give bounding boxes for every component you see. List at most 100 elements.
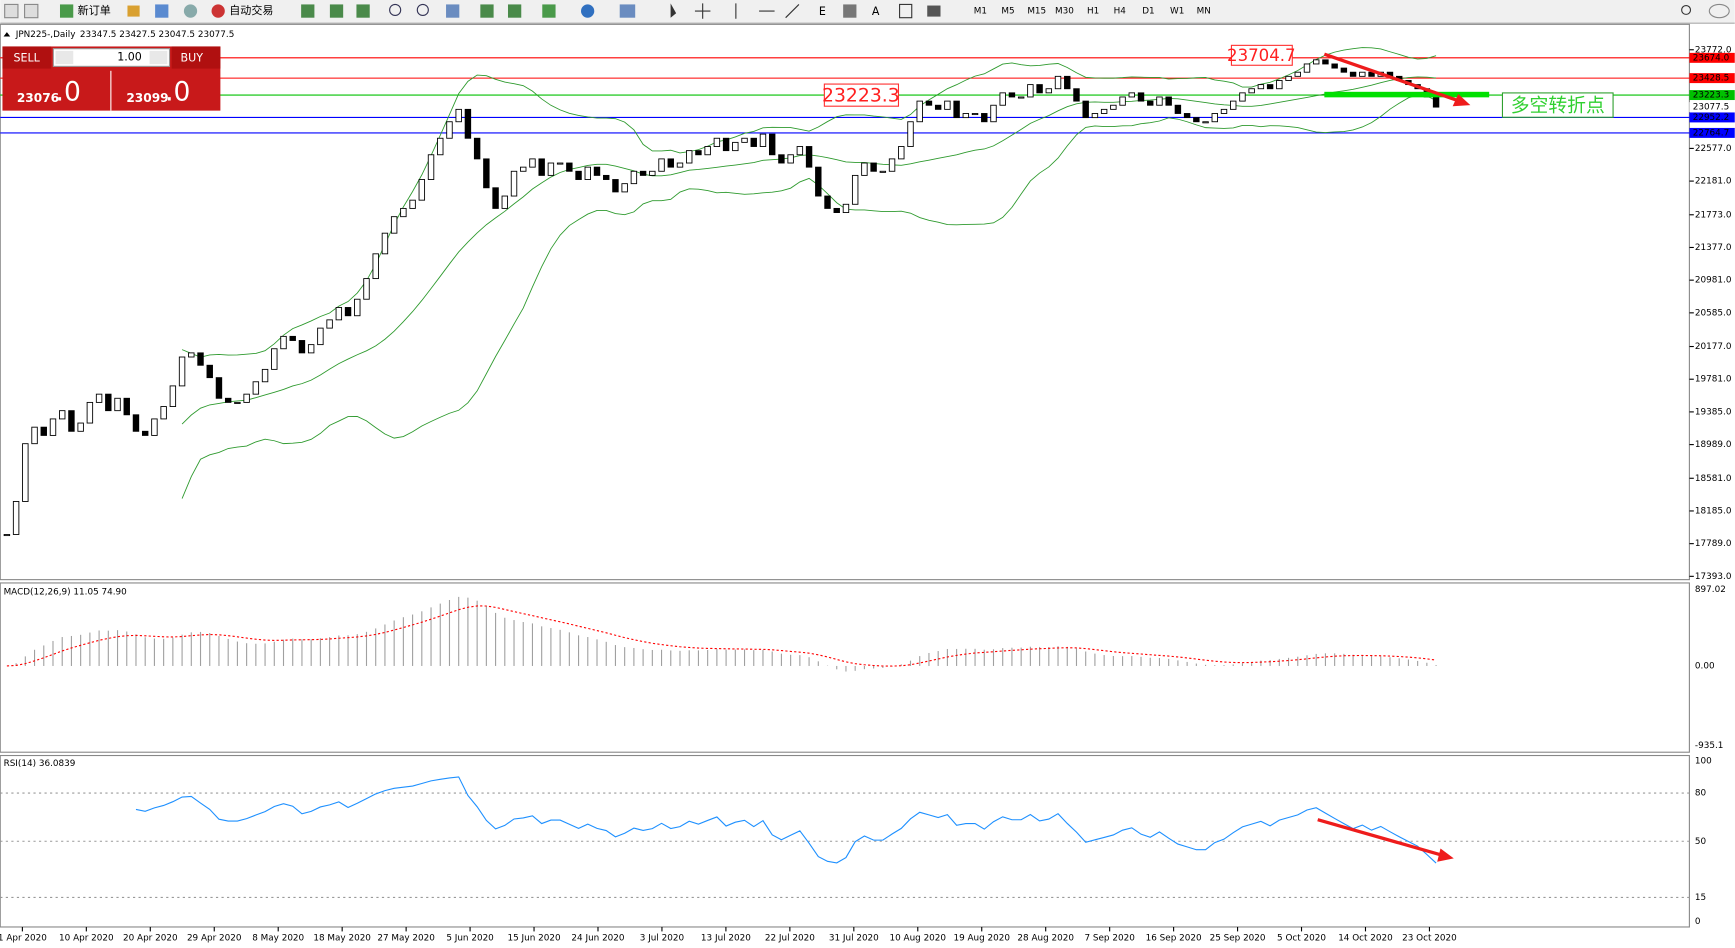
annotation: 23704.7: [1227, 46, 1296, 65]
candle: [520, 166, 527, 172]
candle: [464, 108, 472, 139]
candle: [1248, 88, 1255, 94]
candle: [1266, 84, 1274, 90]
period-button[interactable]: M15: [1027, 7, 1046, 17]
period-button[interactable]: MN: [1197, 7, 1211, 17]
candle: [31, 426, 38, 445]
rsi-tick-label: 80: [1695, 789, 1707, 799]
y-tick-label: 18581.0: [1695, 474, 1732, 484]
candle: [261, 368, 269, 383]
candle: [1082, 100, 1089, 119]
candle: [1017, 96, 1025, 99]
candle: [326, 319, 333, 329]
period-button[interactable]: M5: [1001, 7, 1014, 17]
candle: [22, 443, 29, 502]
candle: [556, 162, 564, 165]
candle: [400, 207, 407, 218]
candle: [169, 385, 177, 407]
candle: [243, 393, 250, 403]
macd-pane: [0, 582, 1690, 753]
rsi-tick-label: 50: [1695, 837, 1707, 847]
price-level-label: 22952.2: [1693, 113, 1730, 123]
price-level-tag: [1689, 52, 1735, 63]
candle: [1432, 96, 1440, 108]
candle: [1045, 88, 1053, 94]
lot-up[interactable]: [149, 50, 168, 65]
buy-button[interactable]: [171, 46, 221, 69]
macd-tick-label: -935.1: [1695, 741, 1723, 751]
auto-trading-button[interactable]: 自动交易: [229, 3, 273, 17]
candle: [999, 92, 1006, 106]
candle: [427, 154, 435, 180]
rsi-tick-label: 0: [1695, 917, 1701, 927]
candle: [1091, 113, 1099, 119]
period-button[interactable]: W1: [1170, 7, 1184, 17]
period-button[interactable]: H4: [1114, 7, 1127, 17]
macd-header: MACD(12,26,9) 11.05 74.90: [4, 587, 128, 597]
candle: [1239, 92, 1246, 102]
rsi-line: [135, 776, 1437, 864]
price-level-label: 23674.0: [1693, 53, 1730, 63]
period-button[interactable]: H1: [1087, 7, 1099, 17]
candle: [409, 199, 416, 209]
candle: [953, 100, 960, 119]
candle: [501, 195, 509, 209]
new-order-button[interactable]: 新订单: [78, 3, 111, 17]
lot-value[interactable]: 1.00: [117, 51, 142, 64]
candle: [1220, 108, 1228, 114]
candle: [307, 344, 315, 354]
y-tick-label: 19781.0: [1695, 375, 1732, 385]
candle: [473, 137, 481, 160]
x-tick-label: 7 Sep 2020: [1084, 934, 1135, 944]
candle: [77, 422, 84, 432]
period-button[interactable]: D1: [1142, 7, 1154, 17]
y-tick-label: 20585.0: [1695, 308, 1732, 318]
candle: [206, 364, 213, 379]
candle: [344, 307, 352, 317]
candle: [123, 397, 130, 416]
candle: [962, 113, 970, 119]
candle: [1331, 63, 1338, 69]
candle: [787, 154, 794, 164]
period-button[interactable]: M1: [974, 7, 987, 17]
candle: [289, 335, 296, 341]
x-tick-label: 25 Sep 2020: [1210, 934, 1266, 944]
candle: [1147, 100, 1154, 106]
candle: [621, 183, 628, 193]
candle: [1257, 84, 1265, 90]
y-tick-label: 20177.0: [1695, 342, 1732, 352]
candle: [114, 397, 121, 412]
candle: [1211, 113, 1218, 123]
candle: [492, 187, 499, 209]
rsi-pane: [0, 754, 1690, 928]
period-button[interactable]: M30: [1055, 7, 1074, 17]
price-level-label: 23428.5: [1693, 74, 1730, 84]
price-level-tag: [1689, 102, 1735, 113]
candle: [178, 356, 186, 387]
price-pane: [0, 23, 1690, 581]
candle: [390, 216, 398, 234]
buy-label[interactable]: BUY: [181, 52, 204, 65]
bid-price: 23076: [17, 91, 59, 105]
price-level-tag: [1689, 73, 1735, 84]
lot-down[interactable]: [55, 50, 74, 65]
sell-label[interactable]: SELL: [14, 52, 41, 65]
candle: [981, 113, 988, 123]
candle: [1294, 71, 1301, 77]
sell-button[interactable]: [2, 46, 52, 69]
trend-arrows: [1317, 52, 1471, 862]
candle: [151, 418, 158, 436]
candle: [713, 137, 721, 147]
candle: [335, 307, 343, 321]
candle: [317, 327, 324, 346]
x-tick-label: 31 Jul 2020: [829, 934, 879, 944]
annotation-box: [823, 83, 900, 107]
candle: [40, 426, 47, 436]
candle: [215, 377, 223, 399]
candle: [455, 108, 462, 123]
svg-text:E: E: [819, 5, 826, 18]
trade-panel: SELL BUY 1.00 23076 .0 23099 .0: [2, 46, 221, 111]
lot-input[interactable]: [52, 48, 171, 67]
candle: [750, 137, 757, 147]
